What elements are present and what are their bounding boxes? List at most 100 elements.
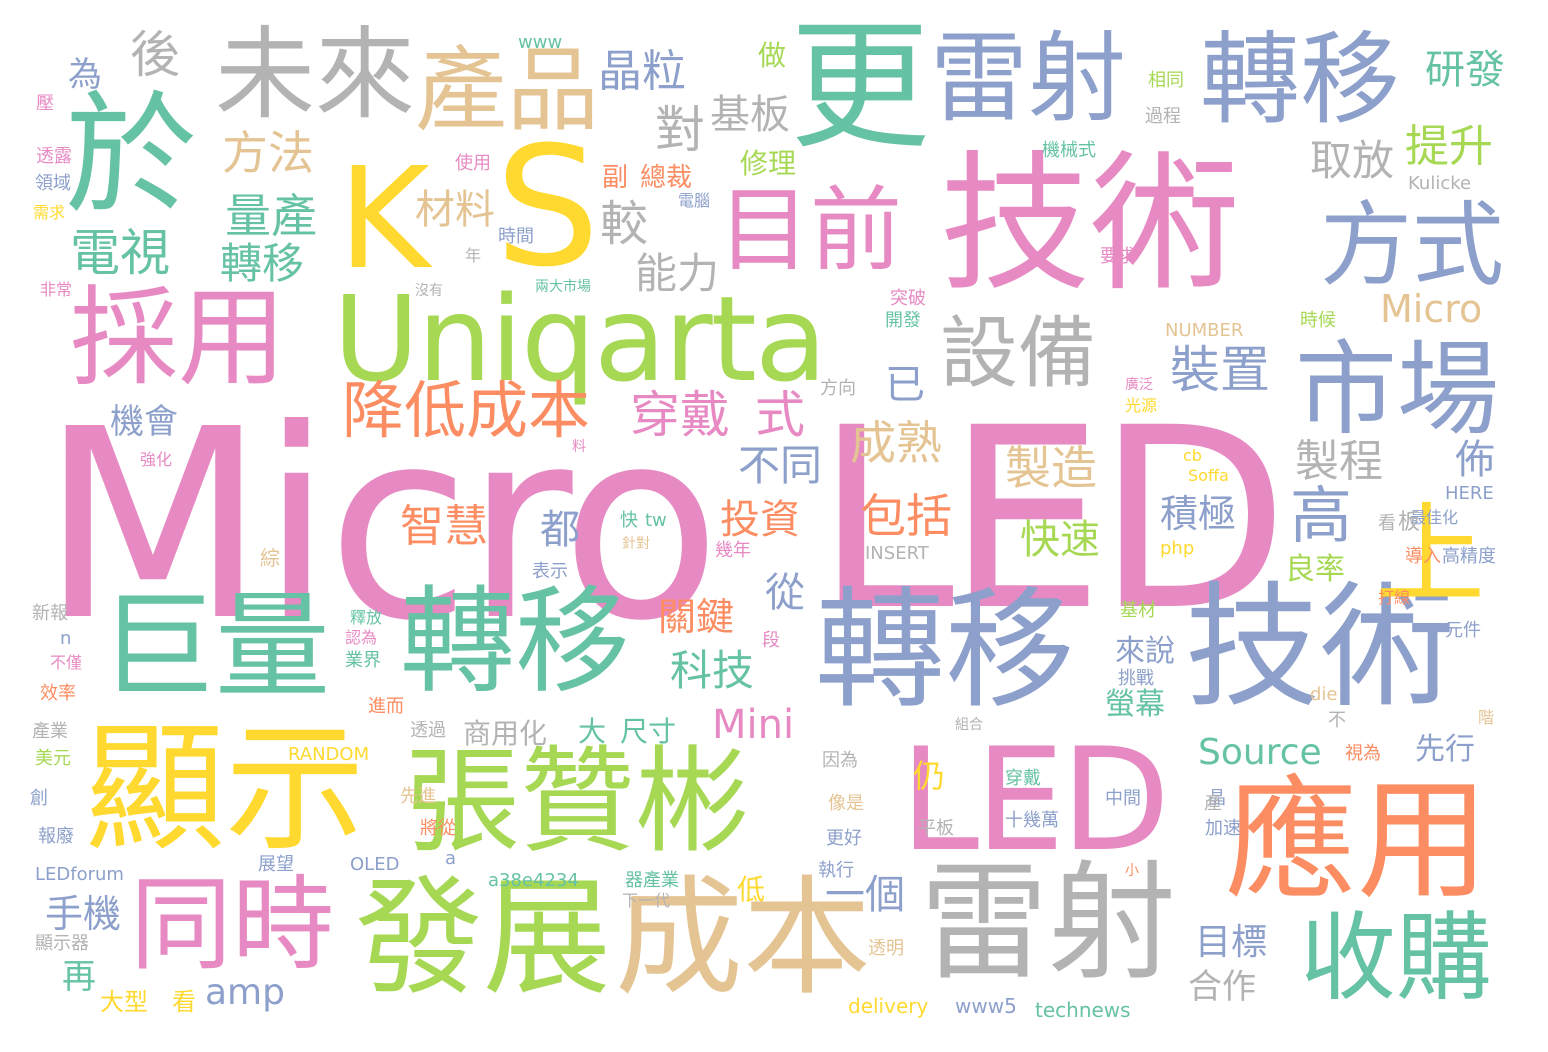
word-xiao: 小 xyxy=(1125,863,1139,879)
word-feichang: 非常 xyxy=(40,280,73,299)
word-tongshi: 同時 xyxy=(130,866,334,985)
word-number: NUMBER xyxy=(1165,320,1244,341)
word-shouji: 手機 xyxy=(45,892,122,936)
word-touguo: 透過 xyxy=(410,720,446,741)
word-zhuanyi-small: 轉移 xyxy=(220,239,305,288)
word-diannao: 電腦 xyxy=(678,191,711,210)
word-leishe-top: 雷射 xyxy=(930,22,1127,136)
word-random: RANDOM xyxy=(288,744,370,765)
word-guanjian: 關鍵 xyxy=(658,595,735,639)
word-ban: 板 xyxy=(1398,510,1421,535)
word-jiji: 積極 xyxy=(1160,492,1237,536)
word-s: S xyxy=(495,111,600,303)
word-zu: 綜 xyxy=(260,546,280,570)
word-xiuli: 修理 xyxy=(740,147,797,180)
word-xiangtong: 相同 xyxy=(1148,70,1184,91)
word-renwei: 認為 xyxy=(345,628,378,647)
word-mubiao: 目標 xyxy=(1195,922,1268,963)
word-tech-right: 技術 xyxy=(1185,569,1455,726)
word-tisheng: 提升 xyxy=(1405,121,1493,172)
word-technews: technews xyxy=(1035,998,1131,1022)
word-butong: 不同 xyxy=(738,441,823,490)
word-touming: 透明 xyxy=(868,938,904,959)
word-liao: 料 xyxy=(572,439,586,455)
word-jisuo: 機械式 xyxy=(1042,140,1096,161)
word-jiasu: 加速 xyxy=(1205,818,1241,839)
word-zhendui: 針對 xyxy=(622,536,650,552)
word-jinnger: 進而 xyxy=(368,696,404,717)
word-fazhan: 發展 xyxy=(355,864,612,1013)
word-xianshi: 顯示 xyxy=(85,708,366,871)
word-chanye: 產業 xyxy=(32,721,68,742)
word-fangxiang: 方向 xyxy=(820,378,856,399)
word-liangdashichang: 兩大市場 xyxy=(535,279,591,295)
word-zongcai: 總裁 xyxy=(640,163,693,193)
word-jihui: 機會 xyxy=(110,402,178,442)
word-wei: 為 xyxy=(68,55,102,95)
word-mini: Mini xyxy=(712,702,795,748)
word-biaoshi: 表示 xyxy=(532,561,568,582)
word-xiaolv: 效率 xyxy=(40,683,76,704)
word-zuijiahua: 最佳化 xyxy=(1410,508,1459,527)
word-tupo: 突破 xyxy=(890,288,926,309)
word-jiban: 基板 xyxy=(710,92,790,138)
word-guangfan: 廣泛 xyxy=(1125,377,1153,393)
word-baofei: 報廢 xyxy=(38,826,74,847)
word-mujian: 目前 xyxy=(718,177,903,284)
word-tech-top: 技術 xyxy=(940,138,1241,312)
word-www: www xyxy=(518,32,563,53)
word-shiyong: 使用 xyxy=(455,153,491,174)
word-uniqarta: Uniqarta xyxy=(333,270,827,408)
word-xuqiu: 需求 xyxy=(33,203,66,222)
word-xianshiqi: 顯示器 xyxy=(35,933,89,954)
word-kan2: 看 xyxy=(1378,513,1396,534)
word-qichanye: 器產業 xyxy=(625,870,679,891)
word-micro: Micro xyxy=(40,373,721,678)
word-hezuo: 合作 xyxy=(1188,967,1256,1007)
word-xianjin: 先進 xyxy=(400,786,436,807)
word-chuandai2: 穿戴 xyxy=(1005,768,1041,789)
word-yige: 一個 xyxy=(825,872,905,918)
word-nian: 年 xyxy=(465,246,482,265)
word-meiyuan: 美元 xyxy=(35,748,71,769)
word-zuo: 做 xyxy=(758,39,787,72)
word-gao: 高 xyxy=(1290,479,1353,552)
word-zhihui: 智慧 xyxy=(400,501,488,552)
word-yingmu: 螢幕 xyxy=(1105,687,1165,722)
word-hou: 後 xyxy=(130,26,180,84)
word-soffa: Soffa xyxy=(1188,466,1229,485)
word-jie: 階 xyxy=(1478,708,1495,727)
word-bujin: 不僅 xyxy=(50,653,83,672)
word-shang: 上 xyxy=(1375,491,1485,619)
word-gaojingdu: 高精度 xyxy=(1442,546,1496,567)
word-toulu: 透露 xyxy=(36,146,72,167)
word-yinwei: 因為 xyxy=(822,750,858,771)
word-here: HERE xyxy=(1445,483,1494,504)
word-nengli: 能力 xyxy=(635,249,720,298)
word-jingli: 晶粒 xyxy=(598,46,686,97)
word-dianshi: 電視 xyxy=(70,224,170,282)
word-geng: 更 xyxy=(790,6,931,169)
word-keji: 科技 xyxy=(670,646,755,695)
word-chuandai: 穿戴 xyxy=(630,386,730,444)
word-zhuangzhi: 裝置 xyxy=(1170,341,1270,399)
word-juliang: 巨量 xyxy=(100,580,331,714)
word-jing: 晶 xyxy=(1208,788,1226,809)
word-ya: 壓 xyxy=(36,93,54,114)
word-zhuanyi-top: 轉移 xyxy=(1200,21,1400,138)
word-a: a xyxy=(445,848,457,869)
word-lingyu: 領域 xyxy=(35,173,71,194)
word-shijian: 時間 xyxy=(498,226,534,247)
word-touzi: 投資 xyxy=(720,497,800,543)
word-fo: 佈 xyxy=(1455,437,1495,483)
word-a38: a38e4234 xyxy=(488,870,579,891)
word-chengben: 成本 xyxy=(615,864,872,1013)
word-chan: 產 xyxy=(1204,793,1222,814)
word-zhuanyi-right: 轉移 xyxy=(815,574,1076,726)
word-jiao: 較 xyxy=(600,196,649,252)
word-delivery: delivery xyxy=(848,994,929,1018)
word-dada: 打線 xyxy=(1378,588,1411,607)
word-shijiwan: 十幾萬 xyxy=(1005,810,1059,831)
word-n: n xyxy=(60,628,72,649)
word-zhuanyi-mid: 轉移 xyxy=(400,575,631,709)
